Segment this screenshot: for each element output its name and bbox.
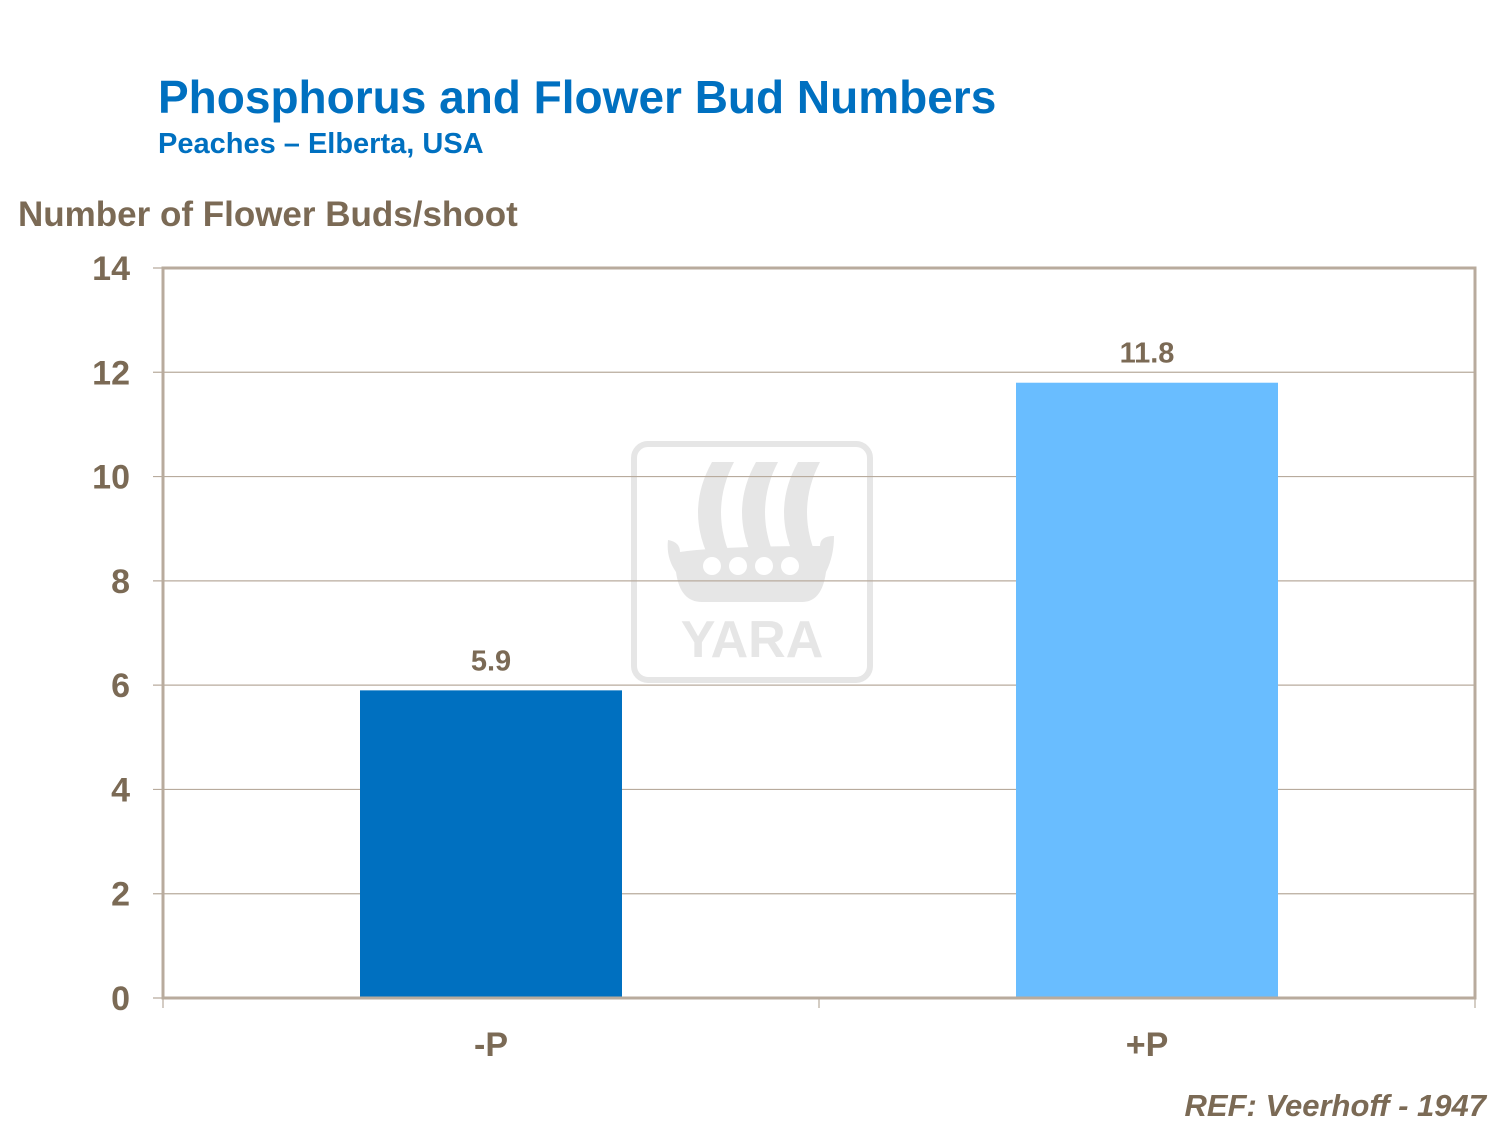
bar--P bbox=[360, 690, 622, 998]
y-axis-label: Number of Flower Buds/shoot bbox=[18, 195, 518, 234]
y-tick-label: 6 bbox=[111, 667, 130, 705]
y-tick-label: 12 bbox=[92, 354, 130, 392]
y-tick-label: 4 bbox=[111, 771, 130, 809]
data-label: 11.8 bbox=[1120, 338, 1175, 370]
chart-title: Phosphorus and Flower Bud Numbers bbox=[158, 71, 997, 123]
y-tick-label: 0 bbox=[111, 980, 130, 1018]
y-tick-label: 10 bbox=[92, 459, 130, 497]
yara-logo-watermark: YARA bbox=[631, 441, 873, 683]
logo-text: YARA bbox=[681, 611, 824, 669]
x-tick-label: -P bbox=[474, 1026, 508, 1064]
data-label: 5.9 bbox=[471, 645, 511, 677]
x-tick-label: +P bbox=[1126, 1026, 1169, 1064]
y-tick-label: 8 bbox=[111, 563, 130, 601]
y-tick-label: 2 bbox=[111, 876, 130, 914]
chart-subtitle: Peaches – Elberta, USA bbox=[158, 128, 484, 160]
bar-+P bbox=[1016, 382, 1278, 998]
y-tick-label: 14 bbox=[92, 250, 130, 288]
reference-note: REF: Veerhoff - 1947 bbox=[1184, 1088, 1486, 1123]
